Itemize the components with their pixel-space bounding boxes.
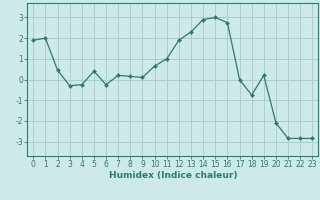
X-axis label: Humidex (Indice chaleur): Humidex (Indice chaleur): [108, 171, 237, 180]
